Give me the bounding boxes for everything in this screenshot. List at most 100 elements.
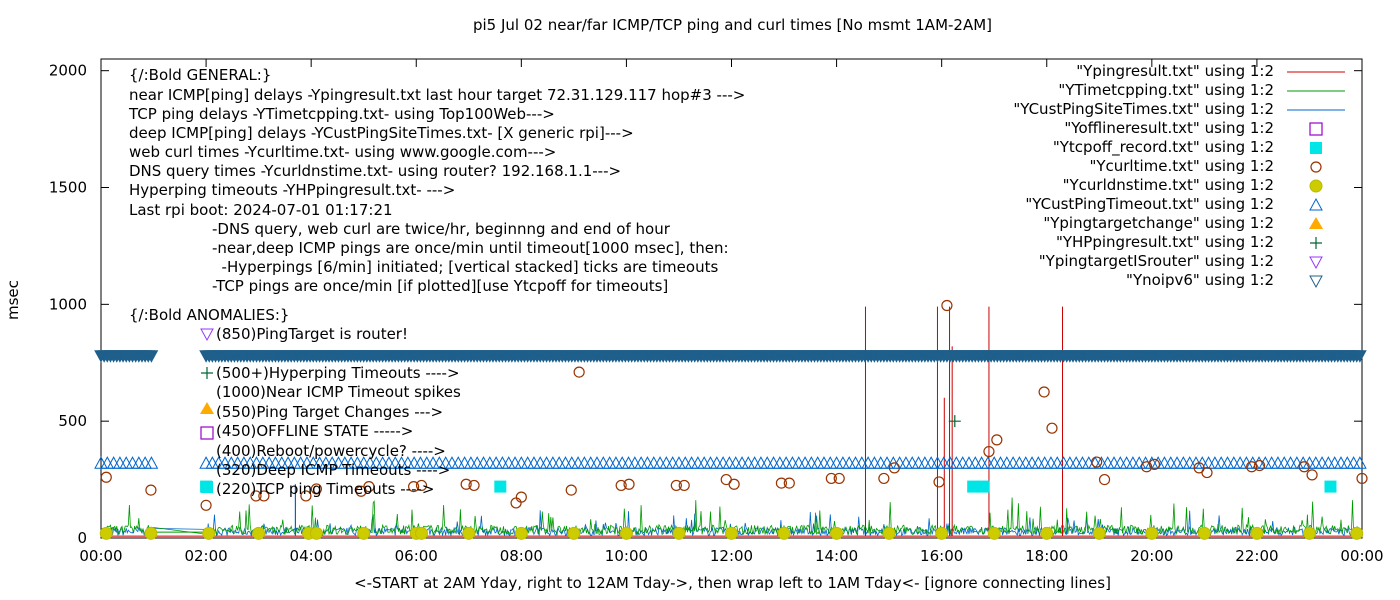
annotation-note-hyperping: -Hyperpings [6/min] initiated; [vertical… [212,258,719,276]
series-ycustpingtimeout-marker [836,456,850,469]
series-ytcpoff-record-point [1324,480,1337,493]
series-ycustpingtimeout-marker [678,456,693,469]
series-ycustpingtimeout-marker [873,456,888,469]
legend-label-ytcpoff-record: "Ytcpoff_record.txt" using 1:2 [1052,138,1274,156]
series-ycustpingtimeout-marker [791,456,806,469]
series-ycustpingtimeout-marker [1157,456,1172,469]
legend-sample-ycurltime [1310,161,1322,173]
series-ycustpingtimeout-marker [113,456,127,469]
x-tick-label: 04:00 [290,547,333,565]
x-tick-label: 16:00 [920,547,963,565]
series-ycurltime-point [615,479,627,492]
legend-label-ypingtargetchange: "Ypingtargetchange" using 1:2 [1043,214,1274,232]
series-ycustpingtimeout-marker [1315,456,1329,469]
x-tick-label: 14:00 [815,547,858,565]
series-ycustpingtimeout-marker [646,456,661,469]
series-ycustpingtimeout-marker [905,456,920,469]
series-ycustpingtimeout-marker [1075,456,1090,469]
series-ycurldnstime-point [672,526,686,540]
series-ycustpingtimeout-marker [615,456,630,469]
series-ycustpingtimeout-marker [596,456,611,469]
series-ycustpingtimeout-marker [1346,456,1361,469]
series-ycurltime-point [1038,386,1050,398]
series-ycurltime-point [1356,472,1368,485]
series-ycustpingtimeout-marker [590,456,604,469]
legend-label-ycurldnstime: "Ycurldnstime.txt" using 1:2 [1062,176,1274,194]
series-ycustpingtimeout-marker [609,456,623,469]
legend-label-ynoipv6: "Ynoipv6" using 1:2 [1126,271,1274,289]
legend-label-yhppingresult: "YHPpingresult.txt" using 1:2 [1055,233,1274,251]
legend-label-ycurltime: "Ycurltime.txt" using 1:2 [1089,157,1274,175]
series-ycustpingtimeout-marker [1220,456,1235,469]
series-ycustpingtimeout-marker [684,456,699,469]
y-tick-label: 0 [77,529,87,547]
series-ytcpoff-record-point [967,480,980,493]
series-ycustpingtimeout-marker [144,456,159,469]
series-ycustpingtimeout-marker [880,456,894,469]
series-ycustpingtimeout-marker [974,456,989,469]
legend-label-ytimetcpping: "YTimetcpping.txt" using 1:2 [1058,81,1274,99]
series-ycustpingtimeout-marker [1031,456,1046,469]
series-ycustpingtimeout-marker [1283,456,1298,469]
series-ycustpingtimeout-marker [621,456,636,469]
series-ycurltime-point [1253,459,1266,472]
series-ycurldnstime-point [567,526,581,540]
annotation-tcp-timeouts: (220)TCP ping Timeouts ----> [216,480,435,498]
legend-sample-yhppingresult [1310,237,1322,249]
series-ycurltime-point [1140,461,1153,473]
series-ycustpingtimeout-marker [106,456,121,469]
series-ycustpingtimeout-marker [716,456,730,469]
x-tick-label: 00:00 [79,547,122,565]
series-ycustpingtimeout-marker [1025,456,1039,469]
annotation-near-icmp: near ICMP[ping] delays -Ypingresult.txt … [129,86,746,104]
series-ycurltime-point [775,477,788,489]
annotation-dns-query: DNS query times -Ycurldnstime.txt- using… [129,162,622,180]
series-ycurltime-point [200,499,212,511]
x-tick-label: 18:00 [1025,547,1068,565]
series-ycustpingtimeout-marker [1113,456,1128,469]
series-ycustpingtimeout-marker [138,456,152,469]
series-ycustpingtimeout-marker [867,456,882,469]
series-ycurldnstime-point [882,526,896,540]
series-ytcpoff-record-point [977,480,990,493]
series-ycustpingtimeout-marker [1264,456,1279,469]
series-ycustpingtimeout-marker [918,456,932,469]
series-ycustpingtimeout-marker [627,456,642,469]
series-ycustpingtimeout-marker [514,456,529,469]
series-ycustpingtimeout-marker [1037,456,1052,469]
y-tick-label: 2000 [49,62,87,80]
series-ycustpingtimeout-marker [470,456,485,469]
annotation-last-boot: Last rpi boot: 2024-07-01 01:17:21 [129,201,393,219]
series-ycurltime-point [415,479,428,492]
series-ycustpingtimeout-marker [993,456,1008,469]
series-ycurltime-point [573,366,585,378]
annotation-deep-icmp: deep ICMP[ping] delays -YCustPingSiteTim… [129,124,634,142]
series-ycustpingtimeout-marker [1119,456,1134,469]
series-ycurltime-point [670,479,682,492]
series-ycustpingtimeout-marker [457,456,472,469]
series-ycurldnstime-point [415,526,429,540]
x-tick-label: 12:00 [710,547,753,565]
series-ycurldnstime-point [830,526,844,540]
legend-label-yofflineresult: "Yofflineresult.txt" using 1:2 [1064,119,1274,137]
series-ycustpingtimeout-marker [1050,456,1065,469]
series-ycustpingtimeout-marker [785,456,800,469]
series-ycustpingtimeout-marker [955,456,970,469]
series-ycustpingtimeout-marker [451,456,466,469]
series-ycustpingtimeout-marker [533,456,548,469]
x-tick-label: 08:00 [500,547,543,565]
series-ycustpingtimeout-marker [1321,456,1336,469]
annotation-near-icmp-spikes: (1000)Near ICMP Timeout spikes [216,383,461,401]
series-ycustpingtimeout-marker [577,456,592,469]
series-ycurltime-point [833,472,845,485]
series-ycustpingtimeout-marker [1170,456,1184,469]
annotation-note-icmp: -near,deep ICMP pings are once/min until… [212,239,729,257]
legend-sample-ynoipv6 [1309,275,1323,289]
series-ycustpingtimeout-marker [564,456,579,469]
series-ycurltime-point [510,497,522,509]
series-ycurldnstime-point [1040,526,1054,540]
annotation-web-curl: web curl times -Ycurltime.txt- using www… [129,143,557,161]
series-ycustpingtimeout-marker [640,456,655,469]
series-ycustpingtimeout-marker [798,456,812,469]
series-ycurltime-point [825,472,837,485]
